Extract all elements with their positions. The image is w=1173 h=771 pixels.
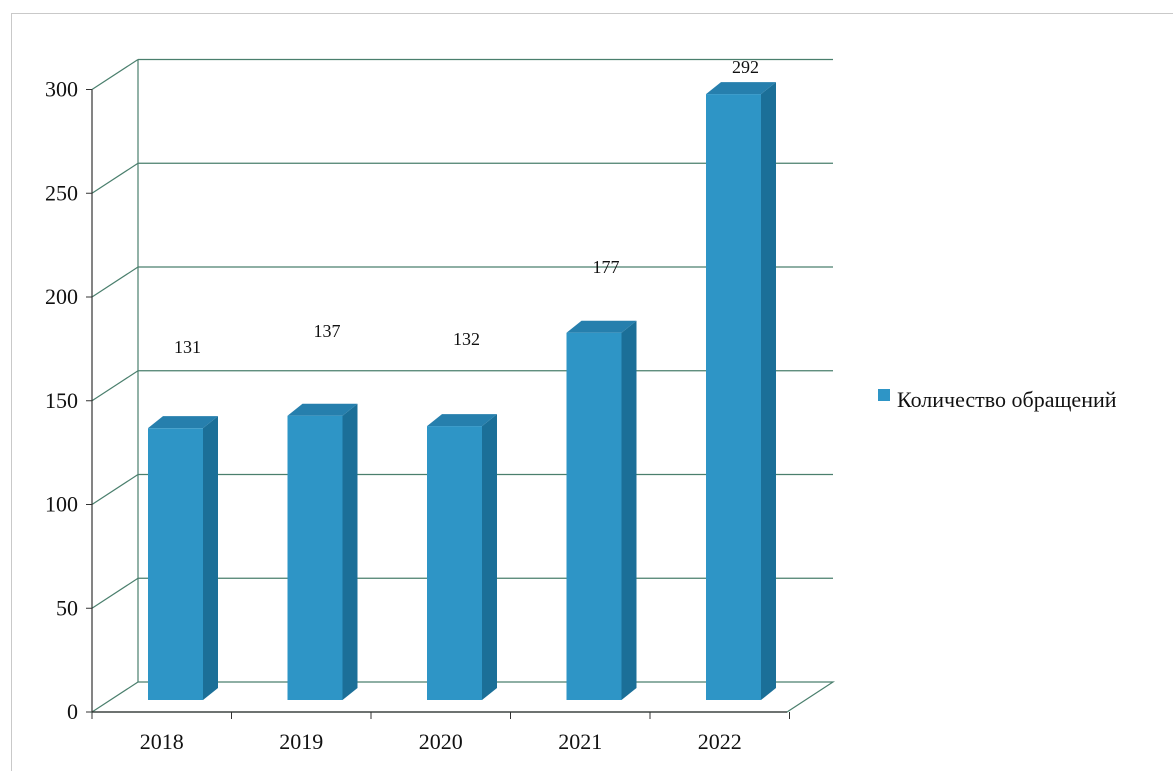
gridline-diagonal [91, 266, 139, 298]
bar-side [761, 82, 776, 701]
bar-top [148, 416, 218, 429]
x-tick-label: 2022 [698, 729, 742, 754]
bar-side [621, 320, 637, 700]
axes: 0 50 100 150 200 250 300 2018 2019 2020 2021 2022 [45, 77, 836, 754]
bar-side [482, 414, 497, 700]
legend-label: Количество обращений [897, 387, 1117, 412]
gridline-diagonal [91, 473, 139, 506]
bar-side [342, 403, 358, 700]
gridline-diagonal [91, 370, 139, 402]
gridline-diagonal [91, 162, 139, 194]
y-tick-label: 0 [67, 699, 78, 724]
bar [427, 426, 482, 700]
bar [148, 428, 203, 700]
data-label: 132 [453, 329, 480, 349]
bar [287, 415, 343, 700]
bar [706, 94, 761, 701]
y-tick-label: 250 [45, 180, 78, 205]
x-tick-label: 2021 [558, 729, 602, 754]
y-tick-label: 50 [56, 595, 78, 620]
gridline-diagonal [91, 577, 139, 609]
bar-top [706, 82, 776, 95]
x-tick-label: 2020 [419, 729, 463, 754]
data-labels: 131 137 132 177 292 [174, 57, 759, 357]
chart-frame [11, 13, 1173, 771]
y-tick-label: 150 [45, 388, 78, 413]
data-label: 177 [593, 257, 620, 277]
legend: Количество обращений [878, 387, 1117, 412]
x-tick-label: 2018 [140, 729, 184, 754]
data-label: 131 [174, 337, 201, 357]
legend-swatch [878, 389, 890, 401]
y-tick-label: 200 [45, 284, 78, 309]
bar-top [566, 320, 637, 333]
y-tick-label: 100 [45, 492, 78, 517]
bar [566, 332, 622, 700]
bar-side [203, 416, 218, 700]
bar-top [427, 414, 497, 427]
data-label: 292 [732, 57, 759, 77]
bar-top [287, 403, 358, 416]
gridline-diagonal [91, 58, 139, 91]
data-label: 137 [314, 321, 341, 341]
y-tick-label: 300 [45, 77, 78, 102]
bars [148, 82, 776, 701]
x-tick-label: 2019 [279, 729, 323, 754]
